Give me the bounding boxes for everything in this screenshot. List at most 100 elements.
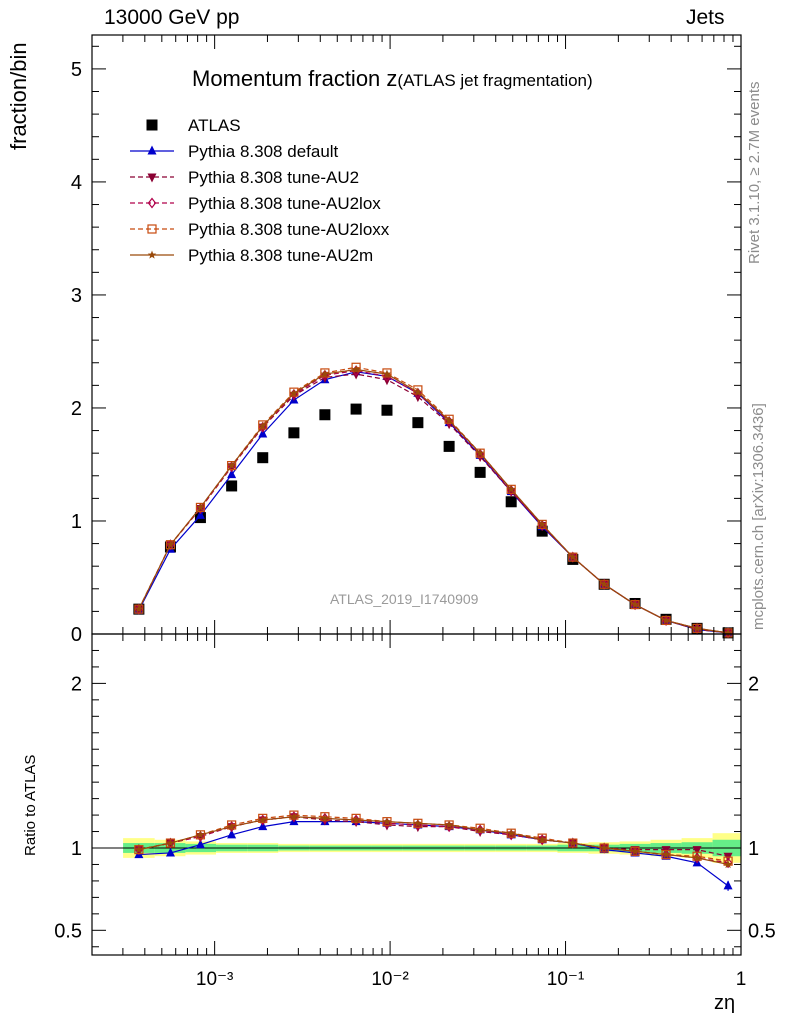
main-series-layer [133, 362, 734, 639]
axes-layer: 10⁻³ 10⁻² 10⁻¹ 1 0 1 2 3 4 5 0.5 0.5 1 1 2 2 [54, 34, 776, 990]
ratio-point [382, 817, 392, 826]
data-point [227, 461, 236, 470]
ratio-point [413, 818, 423, 827]
data-point [413, 387, 423, 396]
data-point [196, 502, 205, 512]
data-point [506, 488, 516, 498]
ratio-y-tick-label: 1 [71, 838, 82, 860]
data-point [258, 421, 268, 430]
data-point [692, 623, 702, 632]
x-tick-label: 1 [736, 969, 747, 990]
legend-label: Pythia 8.308 tune-AU2loxx [188, 220, 390, 239]
data-point [536, 525, 548, 537]
ratio-point [506, 828, 516, 837]
plot-title-sub: (ATLAS jet fragmentation) [397, 71, 593, 90]
legend-label: Pythia 8.308 tune-AU2m [188, 246, 373, 265]
ratio-point [227, 821, 236, 833]
data-point [723, 628, 733, 637]
ratio-point [258, 815, 268, 824]
data-point [475, 448, 485, 457]
plot-title: Momentum fraction z(ATLAS jet fragmentat… [192, 66, 593, 92]
series-4 [134, 362, 733, 638]
ratio-point [227, 820, 237, 830]
ratio-point [723, 859, 733, 869]
ratio-y-tick-label-right: 1 [748, 838, 759, 860]
data-point [506, 484, 516, 493]
legend-label: Pythia 8.308 default [188, 142, 339, 161]
data-point [505, 496, 517, 508]
ratio-line [138, 821, 729, 887]
ratio-point [692, 846, 702, 856]
ratio-y-tick-label: 2 [71, 673, 82, 695]
ratio-point [195, 839, 205, 849]
ratio-point [166, 838, 175, 847]
ratio-point [258, 821, 268, 831]
data-point [166, 540, 175, 549]
energy-label: 13000 GeV pp [104, 6, 240, 29]
ratio-point [661, 850, 671, 859]
y-tick-label: 4 [71, 172, 82, 194]
ratio-point [165, 847, 175, 857]
data-point [258, 420, 268, 430]
ratio-point [692, 851, 702, 861]
series-2 [134, 370, 733, 639]
x-tick-label: 10⁻³ [196, 969, 234, 990]
series-0 [133, 403, 734, 639]
ratio-point [320, 812, 330, 822]
ratio-series-layer [134, 810, 733, 891]
analysis-id-label: ATLAS_2019_I1740909 [330, 591, 479, 607]
series-line [138, 373, 729, 634]
data-point [599, 579, 609, 588]
ratio-point [289, 812, 299, 821]
y-tick-label: 2 [71, 398, 82, 420]
x-tick-label: 10⁻² [371, 969, 409, 990]
data-point [257, 452, 269, 464]
data-point [226, 480, 238, 492]
data-point [320, 369, 330, 378]
x-tick-label: 10⁻¹ [547, 969, 585, 990]
legend-label: ATLAS [188, 116, 241, 135]
ratio-point [537, 835, 547, 844]
ratio-point [227, 822, 236, 831]
y-tick-label: 5 [71, 59, 82, 81]
ratio-point [599, 843, 609, 852]
ratio-point [475, 825, 485, 834]
legend-marker [147, 145, 157, 155]
ratio-point [134, 845, 144, 854]
ratio-point [351, 815, 361, 824]
legend-marker [147, 197, 157, 209]
ratio-point [289, 810, 299, 820]
legend-marker [147, 224, 157, 234]
ratio-point [475, 823, 485, 833]
data-point [288, 427, 300, 439]
plot-title-main: Momentum fraction z [192, 66, 398, 91]
legend-marker [147, 250, 157, 259]
data-point [258, 428, 268, 438]
x-axis-label: zη [714, 992, 736, 1014]
data-point [474, 466, 486, 478]
data-point [444, 414, 454, 424]
ratio-point [320, 813, 330, 823]
ratio-series-4 [134, 812, 733, 869]
ratio-series-3 [134, 810, 733, 866]
y-tick-label: 3 [71, 285, 82, 307]
ratio-point [692, 853, 702, 862]
ratio-line [138, 816, 729, 866]
data-point [289, 387, 299, 397]
ratio-y-tick-label-right: 0.5 [748, 920, 776, 942]
data-point [444, 415, 454, 425]
data-point [630, 600, 640, 609]
data-point [661, 615, 671, 625]
data-point [382, 369, 392, 378]
data-point [351, 365, 361, 374]
data-point [134, 604, 144, 613]
legend-marker [147, 173, 157, 183]
data-point [227, 469, 237, 479]
ratio-series-2 [134, 811, 733, 869]
ratio-point [444, 820, 454, 829]
series-5 [134, 365, 733, 637]
data-point [195, 509, 205, 519]
ratio-point [258, 813, 268, 823]
legend-marker [146, 119, 158, 131]
